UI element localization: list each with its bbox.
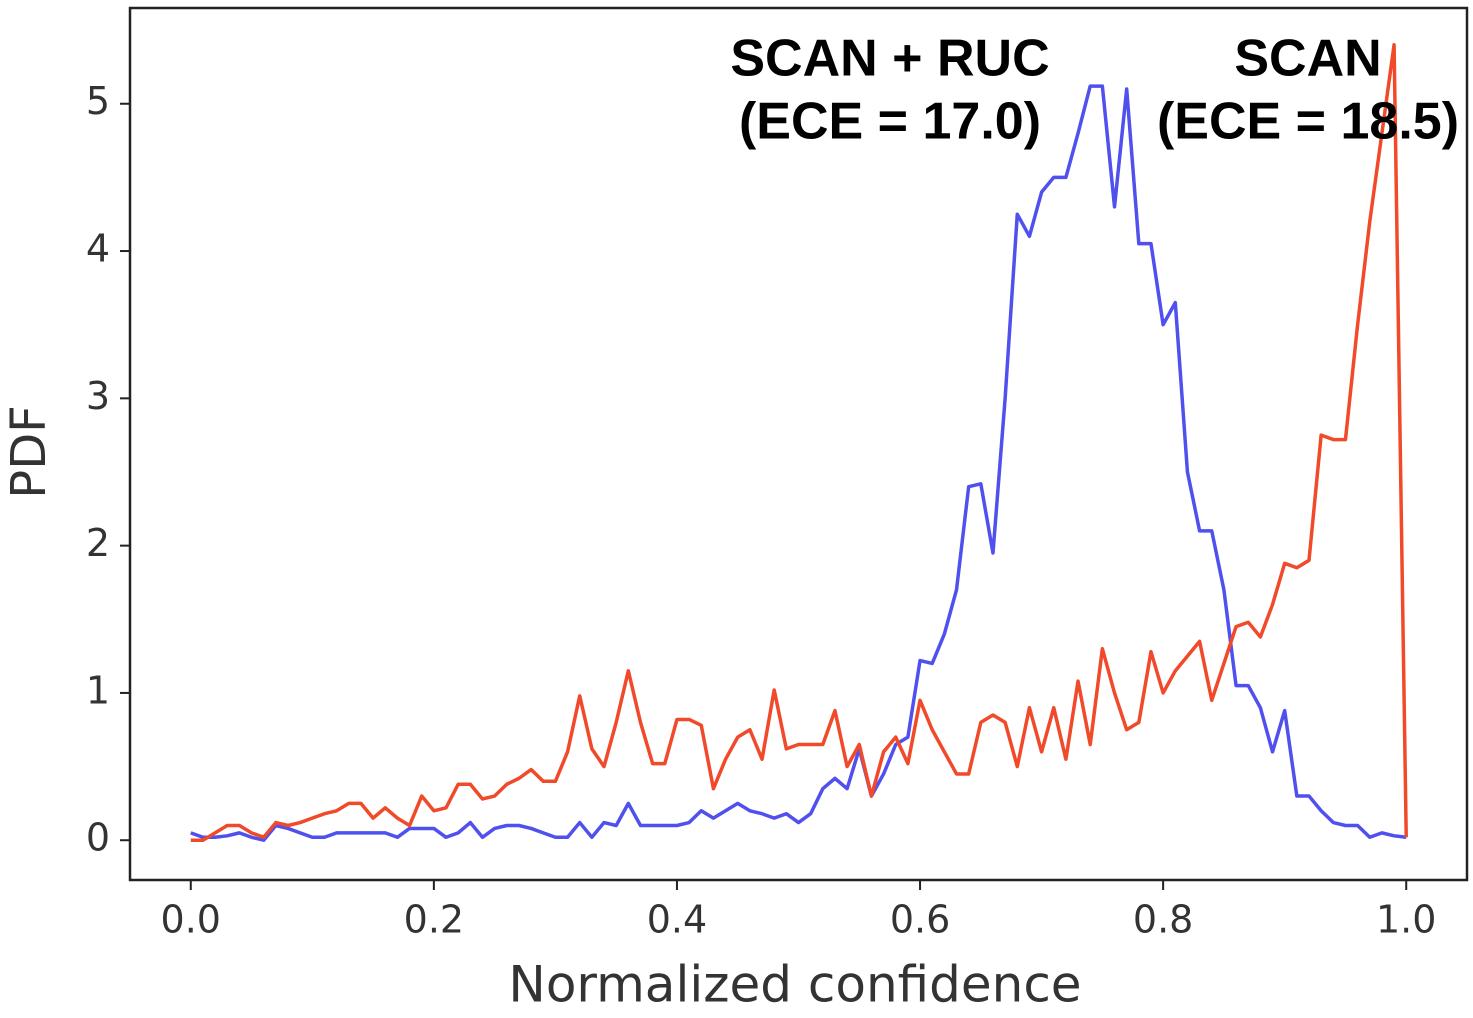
y-axis-label: PDF — [1, 405, 57, 499]
y-tick-label: 2 — [86, 521, 110, 565]
x-tick-label: 0.0 — [161, 898, 221, 942]
x-axis-label: Normalized confidence — [508, 956, 1081, 1014]
y-tick-label: 1 — [86, 668, 110, 712]
x-tick-label: 0.6 — [890, 898, 950, 942]
annotation-ece: (ECE = 17.0) — [739, 93, 1041, 151]
x-tick-label: 0.4 — [647, 898, 707, 942]
x-tick-label: 1.0 — [1376, 898, 1436, 942]
annotation-name: SCAN + RUC — [730, 30, 1049, 88]
y-tick-label: 3 — [86, 374, 110, 418]
y-tick-label: 0 — [86, 816, 110, 860]
y-tick-label: 4 — [86, 227, 110, 271]
series-line — [190, 84, 1407, 842]
x-tick-label: 0.8 — [1133, 898, 1193, 942]
y-tick-label: 5 — [86, 79, 110, 123]
x-tick-label: 0.2 — [404, 898, 464, 942]
annotation-name: SCAN — [1234, 30, 1381, 88]
annotation-ece: (ECE = 18.5) — [1157, 93, 1459, 151]
plot-frame — [128, 6, 1469, 882]
series-line — [190, 43, 1408, 842]
